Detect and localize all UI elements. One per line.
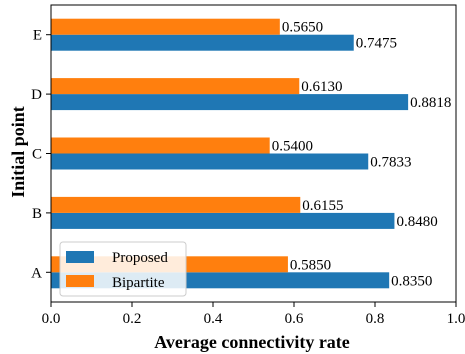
x-tick-label-2: 0.4 [204, 311, 223, 327]
data-label-bipartite-c: 0.5400 [272, 139, 313, 155]
y-tick-label-b: B [32, 206, 42, 222]
data-label-proposed-c: 0.7833 [370, 155, 411, 171]
y-axis-label: Initial point [8, 106, 28, 198]
data-label-bipartite-e: 0.5650 [282, 20, 323, 36]
bar-proposed-e [51, 35, 354, 51]
data-label-proposed-d: 0.8818 [410, 95, 451, 111]
y-tick-label-c: C [32, 147, 42, 163]
x-axis-label: Average connectivity rate [154, 332, 350, 352]
y-tick-label-d: D [31, 87, 42, 103]
data-label-proposed-e: 0.7475 [356, 36, 397, 52]
bar-bipartite-d [51, 78, 299, 94]
bar-bipartite-b [51, 197, 300, 213]
legend-label-bipartite: Bipartite [112, 275, 165, 291]
legend-swatch-bipartite [66, 275, 94, 287]
data-label-proposed-a: 0.8350 [391, 273, 432, 289]
data-label-bipartite-b: 0.6155 [302, 198, 343, 214]
data-label-proposed-b: 0.8480 [396, 214, 437, 230]
bar-bipartite-e [51, 19, 280, 35]
legend-label-proposed: Proposed [112, 250, 168, 266]
data-label-bipartite-a: 0.5850 [290, 257, 331, 273]
legend: Proposed Bipartite [60, 242, 186, 296]
legend-swatch-proposed [66, 251, 94, 263]
x-tick-label-1: 0.2 [123, 311, 142, 327]
y-tick-label-e: E [33, 28, 42, 44]
x-tick-label-3: 0.6 [285, 311, 304, 327]
bar-bipartite-c [51, 138, 270, 154]
x-tick-label-5: 1.0 [447, 311, 465, 327]
y-tick-label-a: A [31, 265, 42, 281]
bar-proposed-b [51, 213, 394, 229]
x-tick-label-0: 0.0 [42, 311, 61, 327]
x-tick-label-4: 0.8 [366, 311, 385, 327]
data-label-bipartite-d: 0.6130 [301, 79, 342, 95]
bar-proposed-d [51, 94, 408, 110]
bar-proposed-c [51, 154, 368, 170]
